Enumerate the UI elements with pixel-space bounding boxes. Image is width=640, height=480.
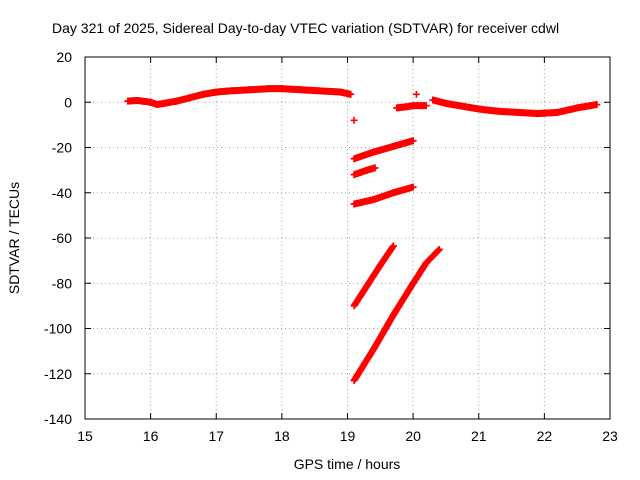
series-arc-main-1	[124, 85, 355, 109]
data-point	[350, 116, 358, 124]
x-tick-label: 18	[274, 428, 290, 444]
x-tick-label: 21	[471, 428, 487, 444]
data-point	[435, 246, 443, 254]
x-tick-label: 22	[537, 428, 553, 444]
y-tick-labels: -140 -120 -100 -80 -60 -40 -20 0 20	[44, 49, 72, 427]
series-arc-e	[350, 245, 443, 385]
series-arc-main-3	[429, 96, 601, 118]
y-tick-label: -80	[52, 275, 72, 291]
chart-title: Day 321 of 2025, Sidereal Day-to-day VTE…	[52, 20, 559, 36]
y-tick-label: -120	[44, 366, 72, 382]
data-point	[409, 183, 417, 191]
y-tick-label: 0	[64, 94, 72, 110]
x-tick-label: 16	[143, 428, 159, 444]
y-tick-label: 20	[56, 49, 72, 65]
series-point-19.1	[350, 116, 358, 124]
series-arc-a	[350, 137, 417, 163]
y-tick-label: -40	[52, 185, 72, 201]
series-arc-b	[350, 164, 379, 179]
x-tick-label: 20	[405, 428, 421, 444]
x-tick-label: 19	[340, 428, 356, 444]
x-tick-label: 15	[77, 428, 93, 444]
data-point	[412, 90, 420, 98]
y-tick-label: -100	[44, 321, 72, 337]
data-point	[409, 137, 417, 145]
y-axis-label: SDTVAR / TECUs	[6, 182, 22, 294]
x-tick-label: 17	[208, 428, 224, 444]
x-tick-label: 23	[602, 428, 618, 444]
series-point-20.05	[412, 90, 420, 98]
data-series	[124, 85, 601, 385]
x-axis-label: GPS time / hours	[294, 456, 401, 472]
y-tick-label: -140	[44, 411, 72, 427]
plot-frame	[84, 56, 611, 420]
y-tick-label: -60	[52, 230, 72, 246]
data-point	[435, 245, 443, 253]
data-point	[389, 242, 397, 250]
data-point	[593, 101, 601, 109]
x-tick-labels: 15 16 17 18 19 20 21 22 23	[77, 428, 618, 444]
data-point	[347, 90, 355, 98]
data-point	[371, 164, 379, 172]
series-arc-d	[350, 242, 397, 310]
series-arc-main-2	[393, 102, 430, 112]
y-tick-label: -20	[52, 140, 72, 156]
series-arc-c	[350, 183, 417, 208]
grid-lines	[85, 57, 610, 419]
data-point	[422, 102, 430, 110]
